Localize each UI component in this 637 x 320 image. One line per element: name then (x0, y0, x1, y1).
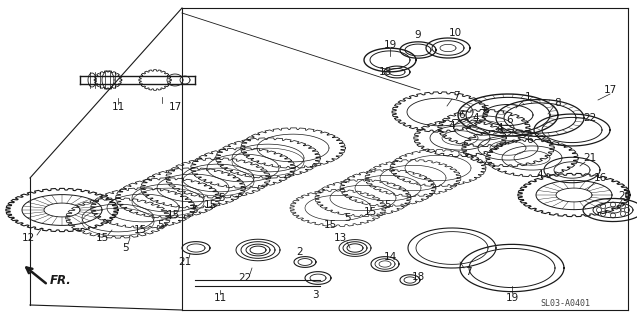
Text: 5: 5 (345, 213, 352, 223)
Text: 21: 21 (583, 153, 597, 163)
Text: 6: 6 (483, 105, 489, 115)
Text: 6: 6 (527, 135, 533, 145)
Text: 7: 7 (453, 91, 459, 101)
Text: 6: 6 (506, 115, 513, 125)
Text: 15: 15 (324, 220, 336, 230)
Text: 15: 15 (133, 225, 147, 235)
Text: 6: 6 (459, 110, 465, 120)
Text: 11: 11 (213, 293, 227, 303)
Text: 18: 18 (412, 272, 425, 282)
Text: 11: 11 (111, 102, 125, 112)
Text: 12: 12 (22, 233, 34, 243)
Text: 8: 8 (555, 98, 561, 108)
Text: 15: 15 (363, 207, 376, 217)
Text: 13: 13 (333, 233, 347, 243)
Text: 4: 4 (473, 113, 479, 123)
Text: 4: 4 (497, 123, 503, 133)
Text: SL03-A0401: SL03-A0401 (540, 300, 590, 308)
Text: 17: 17 (168, 102, 182, 112)
Text: 20: 20 (619, 191, 631, 201)
Text: 5: 5 (218, 193, 225, 203)
Text: 5: 5 (122, 243, 128, 253)
Text: 19: 19 (383, 40, 397, 50)
Text: 4: 4 (537, 170, 543, 180)
Text: 5: 5 (192, 205, 198, 215)
Text: 21: 21 (178, 257, 192, 267)
Text: 17: 17 (603, 85, 617, 95)
Text: 14: 14 (383, 252, 397, 262)
Text: FR.: FR. (50, 274, 72, 286)
Text: 22: 22 (583, 113, 597, 123)
Text: 10: 10 (448, 28, 462, 38)
Text: 5: 5 (157, 220, 163, 230)
Text: 22: 22 (238, 273, 252, 283)
Text: 16: 16 (594, 173, 606, 183)
Text: 5: 5 (385, 200, 391, 210)
Text: 2: 2 (297, 247, 303, 257)
Text: 19: 19 (505, 293, 519, 303)
Text: 1: 1 (525, 92, 531, 102)
Text: 15: 15 (166, 210, 180, 220)
Text: 18: 18 (378, 67, 392, 77)
Text: 9: 9 (415, 30, 421, 40)
Text: 4: 4 (448, 121, 455, 131)
Text: 3: 3 (311, 290, 318, 300)
Text: 15: 15 (96, 233, 109, 243)
Text: 7: 7 (464, 267, 471, 277)
Text: 15: 15 (203, 200, 217, 210)
